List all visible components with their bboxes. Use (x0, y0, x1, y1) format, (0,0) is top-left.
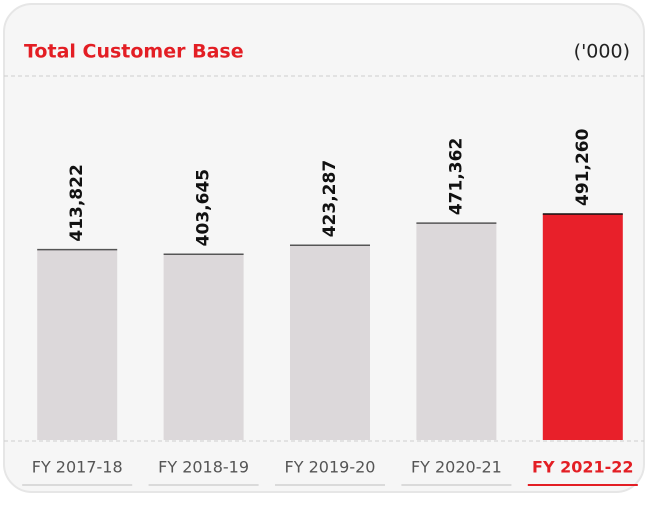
value-label: 491,260 (573, 128, 593, 206)
bar (416, 223, 497, 440)
x-tick-label: FY 2020-21 (411, 458, 502, 477)
bar (37, 249, 118, 440)
value-label: 403,645 (194, 169, 214, 246)
chart-title: Total Customer Base (24, 41, 244, 63)
bar (542, 214, 623, 440)
bar (163, 254, 244, 440)
x-tick-label: FY 2018-19 (158, 458, 249, 477)
unit-label: ('000) (574, 41, 630, 63)
value-label: 471,362 (446, 138, 466, 215)
value-label: 413,822 (67, 164, 87, 241)
x-tick-label: FY 2019-20 (285, 458, 376, 477)
x-tick-label: FY 2017-18 (32, 458, 123, 477)
bar (290, 245, 370, 440)
value-label: 423,287 (320, 160, 340, 237)
x-tick-label: FY 2021-22 (532, 458, 634, 477)
